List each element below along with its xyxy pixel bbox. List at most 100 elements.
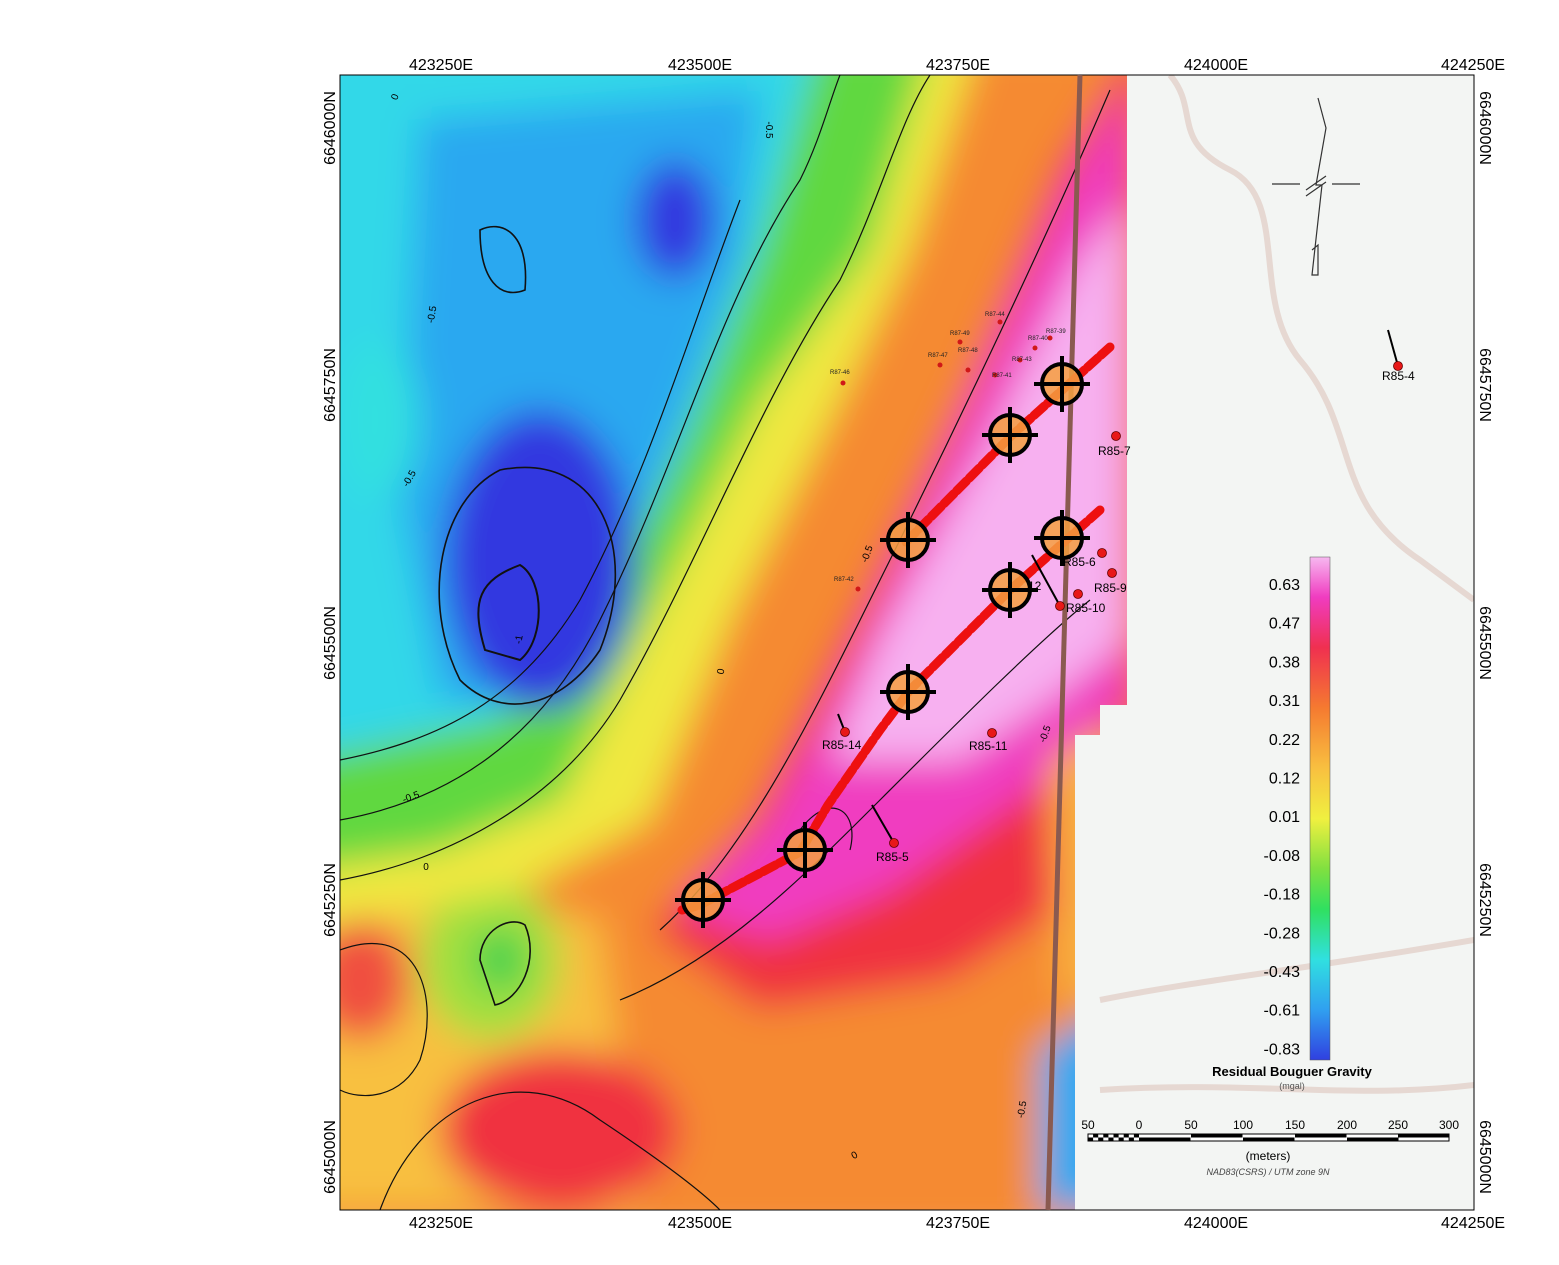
hole-trace — [1387, 329, 1399, 367]
scale-label: 250 — [1388, 1118, 1408, 1132]
targets — [675, 356, 1090, 928]
colorbar — [1309, 556, 1331, 1061]
scale-bar-cell — [1098, 1137, 1104, 1141]
minor-hole — [855, 586, 861, 592]
colorbar-label: 0.22 — [1269, 732, 1300, 749]
colorbar-label: 0.47 — [1269, 616, 1300, 633]
northing-label: 6645500N — [1476, 606, 1493, 680]
minor-hole-label: R87-44 — [985, 312, 1005, 318]
target-cross — [1034, 510, 1090, 566]
colorbar-label: 0.63 — [1269, 577, 1300, 594]
legend-unit: (mgal) — [1279, 1081, 1305, 1091]
target-cross — [1034, 356, 1090, 412]
northing-label: 6646000N — [1476, 91, 1493, 165]
drill-hole — [1393, 361, 1403, 371]
drill-hole — [1073, 589, 1083, 599]
colorbar-label: -0.08 — [1264, 848, 1301, 865]
contour-label: 0 — [716, 667, 728, 675]
drill-hole — [1055, 601, 1065, 611]
scale-label: 150 — [1285, 1118, 1305, 1132]
fault-line — [1045, 74, 1083, 1211]
minor-hole — [937, 362, 943, 368]
northing-label: 6645250N — [1476, 863, 1493, 937]
hole-label: R85-5 — [876, 850, 909, 864]
easting-label: 423750E — [926, 1215, 990, 1232]
northing-label: 6645750N — [1476, 348, 1493, 422]
colorbar-label: 0.38 — [1269, 654, 1300, 671]
contour-label: -0.5 — [763, 121, 774, 139]
minor-hole-label: R87-42 — [834, 577, 854, 583]
drill-hole — [1107, 568, 1117, 578]
northing-label: 6646000N — [322, 91, 339, 165]
scale-bar-cell — [1113, 1134, 1119, 1138]
contour-label: -0.5 — [1016, 1100, 1030, 1119]
scale-unit: (meters) — [1246, 1149, 1291, 1163]
scale-bar-cell — [1133, 1134, 1139, 1138]
target-cross — [982, 407, 1038, 463]
scale-label: 300 — [1439, 1118, 1459, 1132]
drill-hole — [1097, 548, 1107, 558]
minor-hole — [1047, 335, 1053, 341]
projection: NAD83(CSRS) / UTM zone 9N — [1206, 1167, 1330, 1177]
scale-bar-cell — [1118, 1137, 1124, 1141]
hole-label: 12 — [1028, 579, 1042, 593]
scale-bar-cell — [1088, 1137, 1094, 1141]
minor-hole-label: R87-39 — [1046, 329, 1066, 335]
topo-lines — [1099, 75, 1474, 1094]
northing-label: 6645250N — [322, 863, 339, 937]
minor-hole-label: R87-43 — [1012, 357, 1032, 363]
contour-label: -1 — [513, 634, 525, 645]
scale-bar-cell — [1139, 1137, 1191, 1141]
scale-bar-cell — [1128, 1137, 1134, 1141]
legend-title: Residual Bouguer Gravity — [1212, 1064, 1372, 1079]
colorbar-label: 0.12 — [1269, 771, 1300, 788]
scale-bar-cell — [1108, 1137, 1114, 1141]
scale-bar-cell — [1347, 1137, 1399, 1141]
colorbar-label: -0.43 — [1264, 964, 1301, 981]
contours — [340, 75, 1111, 1210]
scale-label: 50 — [1081, 1118, 1095, 1132]
scale-bar-cell — [1295, 1134, 1347, 1138]
contour-label: 0 — [390, 92, 402, 101]
scale-bar-cell — [1123, 1134, 1129, 1138]
northing-label: 6645750N — [322, 348, 339, 422]
colorbar-label: 0.31 — [1269, 693, 1300, 710]
easting-label: 423250E — [409, 57, 473, 74]
scale-bar-cell — [1103, 1134, 1109, 1138]
easting-label: 424000E — [1184, 57, 1248, 74]
drill-hole — [840, 727, 850, 737]
hole-trace — [871, 804, 895, 844]
drill-hole — [1111, 431, 1121, 441]
minor-hole — [840, 380, 846, 386]
minor-hole-label: R87-46 — [830, 370, 850, 376]
colorbar-label: -0.28 — [1264, 925, 1301, 942]
northing-label: 6645000N — [322, 1120, 339, 1194]
contour-label: -0.5 — [426, 305, 440, 324]
northing-label: 6645000N — [1476, 1120, 1493, 1194]
minor-hole — [992, 372, 998, 378]
minor-hole-label: R87-47 — [928, 353, 948, 359]
target-cross — [880, 664, 936, 720]
minor-hole — [957, 339, 963, 345]
minor-hole — [1017, 357, 1023, 363]
minor-hole-label: R87-49 — [950, 331, 970, 337]
hole-label: R85-9 — [1094, 581, 1127, 595]
easting-label: 423500E — [668, 57, 732, 74]
minor-hole — [1032, 345, 1038, 351]
scale-bar: 50 0 50 100 150 200 250 300 — [1081, 1118, 1459, 1142]
hole-label: R85-4 — [1382, 369, 1415, 383]
scale-label: 100 — [1233, 1118, 1253, 1132]
scale-bar-cell — [1093, 1134, 1099, 1138]
easting-label: 424250E — [1441, 1215, 1505, 1232]
gravity-grid — [340, 75, 1127, 1210]
target-cross — [675, 872, 731, 928]
target-cross — [880, 512, 936, 568]
hole-label: R85-11 — [969, 739, 1008, 753]
drill-hole — [889, 838, 899, 848]
contour-label: 0 — [850, 1149, 861, 1162]
scale-bar-cell — [1398, 1134, 1450, 1138]
colorbar-label: 0.01 — [1269, 809, 1300, 826]
colorbar-label: -0.61 — [1264, 1003, 1301, 1020]
scale-label: 0 — [1136, 1118, 1143, 1132]
